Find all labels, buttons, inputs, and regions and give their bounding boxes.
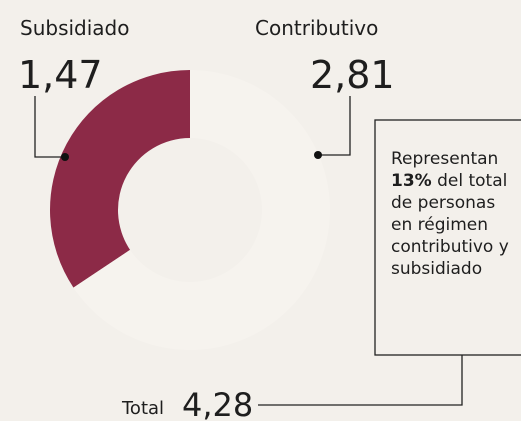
annotation: Representan 13% del total de personas en … — [391, 148, 516, 280]
wedge — [50, 70, 191, 288]
leader-line — [34, 96, 65, 158]
annotation-text: del total de personas en régimen contrib… — [391, 171, 509, 279]
annotation-text: Representan — [391, 149, 499, 169]
total-label: Total — [121, 398, 164, 419]
category-label: Subsidiado — [20, 16, 129, 40]
leader-dot — [314, 151, 322, 159]
wedge — [73, 70, 331, 350]
value-label: 2,81 — [310, 53, 395, 97]
total-value: 4,28 — [182, 386, 253, 421]
value-label: 1,47 — [18, 53, 103, 97]
leader-line — [318, 96, 351, 156]
total-line — [258, 355, 463, 406]
annotation-box — [374, 119, 521, 356]
donut — [50, 70, 331, 350]
annotation-highlight: 13% — [391, 171, 432, 191]
leader-dot — [61, 153, 69, 161]
category-label: Contributivo — [255, 16, 378, 40]
